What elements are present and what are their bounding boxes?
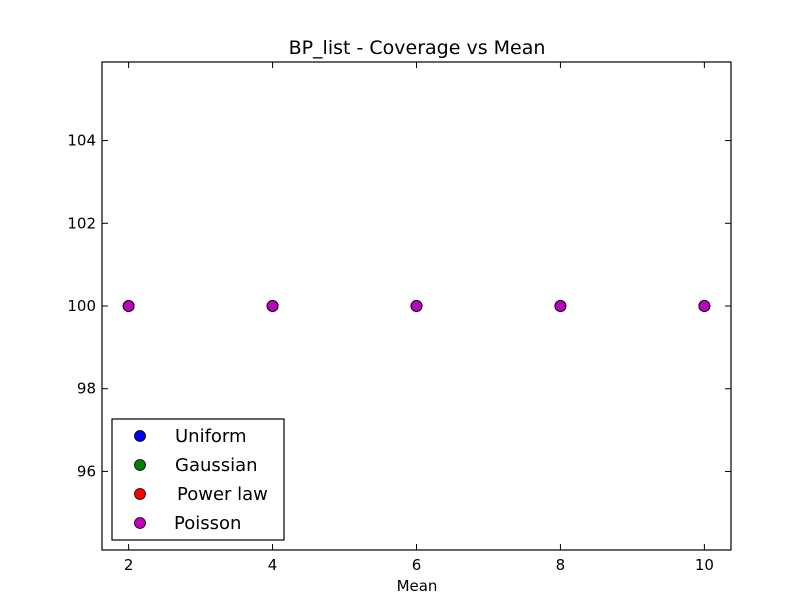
legend-marker-poisson bbox=[134, 517, 146, 529]
legend: Uniform Gaussian Power law Poisson bbox=[111, 418, 285, 541]
point-poisson-3 bbox=[554, 300, 567, 312]
legend-marker-power-law bbox=[134, 488, 146, 500]
y-tick-label-100: 100 bbox=[67, 297, 96, 315]
point-poisson-2 bbox=[410, 300, 423, 312]
axis-ticks bbox=[102, 62, 731, 550]
point-poisson-1 bbox=[266, 300, 279, 312]
legend-label-poisson: Poisson bbox=[174, 513, 241, 534]
tick-labels: 2 4 6 8 10 96 98 100 102 104 bbox=[67, 132, 714, 574]
legend-label-uniform: Uniform bbox=[175, 426, 247, 447]
series-poisson bbox=[122, 300, 711, 312]
point-poisson-4 bbox=[698, 300, 711, 312]
x-tick-label-10: 10 bbox=[695, 556, 714, 574]
y-tick-label-102: 102 bbox=[67, 214, 96, 232]
legend-marker-uniform bbox=[134, 430, 146, 442]
y-tick-label-104: 104 bbox=[67, 132, 96, 150]
x-tick-label-4: 4 bbox=[268, 556, 278, 574]
data-points bbox=[122, 300, 711, 312]
x-axis-label: Mean bbox=[397, 577, 438, 595]
point-poisson-0 bbox=[122, 300, 135, 312]
x-tick-label-8: 8 bbox=[556, 556, 566, 574]
chart-title: BP_list - Coverage vs Mean bbox=[289, 37, 546, 59]
legend-label-gaussian: Gaussian bbox=[175, 455, 258, 476]
legend-label-power-law: Power law bbox=[177, 484, 268, 505]
legend-marker-gaussian bbox=[134, 459, 146, 471]
x-tick-label-6: 6 bbox=[412, 556, 422, 574]
y-tick-label-96: 96 bbox=[77, 462, 96, 480]
x-tick-label-2: 2 bbox=[124, 556, 134, 574]
plot-frame bbox=[101, 61, 732, 551]
y-tick-label-98: 98 bbox=[77, 380, 96, 398]
